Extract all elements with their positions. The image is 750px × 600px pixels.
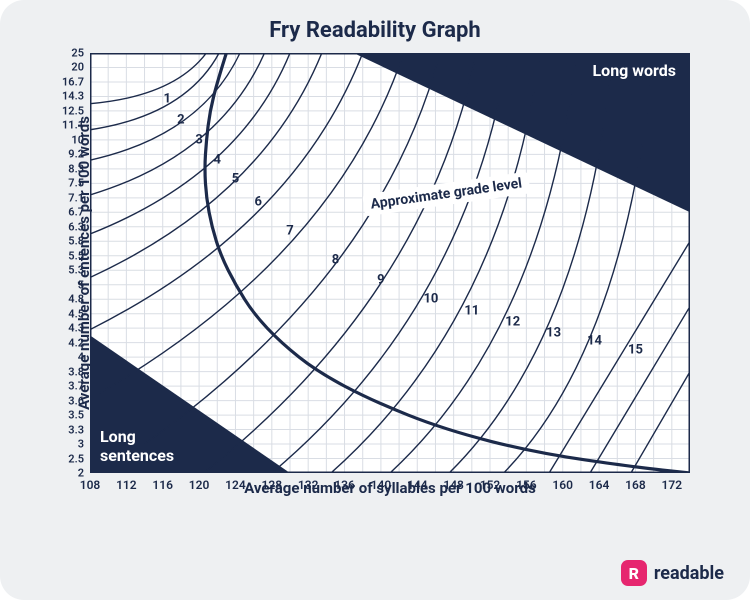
grade-label: 2: [177, 112, 184, 127]
logo-text: readable: [654, 563, 724, 584]
y-tick: 6.3: [68, 220, 90, 233]
x-tick: 128: [262, 473, 283, 492]
x-tick: 116: [152, 473, 173, 492]
y-tick: 20: [71, 61, 90, 74]
x-tick: 164: [589, 473, 610, 492]
y-tick: 8.3: [68, 162, 90, 175]
x-tick: 152: [480, 473, 501, 492]
chart-card: Fry Readability Graph Average number of …: [0, 0, 750, 600]
y-tick: 4.2: [68, 336, 90, 349]
y-tick: 3: [78, 438, 90, 451]
y-tick: 5: [78, 278, 90, 291]
y-tick: 14.3: [62, 90, 90, 103]
x-tick: 124: [225, 473, 246, 492]
y-tick: 9.2: [68, 148, 90, 161]
grade-label: 3: [195, 132, 202, 147]
grade-label: 14: [587, 334, 602, 349]
grade-label: 12: [505, 315, 520, 330]
x-tick: 136: [334, 473, 355, 492]
x-tick: 172: [662, 473, 683, 492]
y-tick: 5.5: [68, 249, 90, 262]
grade-label: 9: [377, 273, 384, 288]
y-tick: 10: [71, 133, 90, 146]
y-tick: 2.5: [68, 452, 90, 465]
grade-label: 5: [232, 172, 239, 187]
y-tick: 16.7: [62, 75, 90, 88]
y-tick: 3.6: [68, 394, 90, 407]
grade-label: 10: [423, 292, 438, 307]
y-tick: 5.3: [68, 264, 90, 277]
grade-label: 6: [254, 195, 261, 210]
brand-logo: R readable: [621, 560, 724, 586]
x-tick: 120: [189, 473, 210, 492]
y-tick: 12.5: [62, 104, 90, 117]
grade-label: 1: [164, 92, 171, 107]
y-tick: 3.3: [68, 423, 90, 436]
chart-title: Fry Readability Graph: [20, 18, 730, 43]
plot-area: Average number of entences per 100 words…: [90, 53, 690, 473]
x-tick: 144: [407, 473, 428, 492]
grade-label: 8: [332, 253, 339, 268]
y-tick: 4.8: [68, 293, 90, 306]
x-tick: 168: [625, 473, 646, 492]
y-tick: 25: [71, 47, 90, 60]
label-layer: 123456789101112131415Approximate grade l…: [90, 53, 690, 473]
y-tick: 6.7: [68, 206, 90, 219]
x-tick: 112: [116, 473, 137, 492]
x-tick: 156: [516, 473, 537, 492]
y-tick: 4.5: [68, 307, 90, 320]
grade-label: 11: [464, 303, 479, 318]
long-sentences-label: Long sentences: [100, 427, 210, 465]
y-tick: 2: [78, 467, 90, 480]
logo-badge: R: [621, 560, 647, 586]
grade-label: 4: [214, 153, 221, 168]
grade-label: 15: [628, 342, 643, 357]
y-tick: 3.5: [68, 409, 90, 422]
y-tick: 4: [78, 351, 90, 364]
y-tick: 7.1: [68, 191, 90, 204]
long-words-label: Long words: [593, 61, 677, 80]
y-tick: 4.3: [68, 322, 90, 335]
y-tick: 7.5: [68, 177, 90, 190]
grade-label: 13: [546, 325, 561, 340]
x-tick: 140: [371, 473, 392, 492]
y-tick: 3.8: [68, 365, 90, 378]
grade-label: 7: [286, 224, 293, 239]
x-tick: 148: [443, 473, 464, 492]
y-tick: 5.8: [68, 235, 90, 248]
approx-grade-label: Approximate grade level: [362, 172, 530, 217]
x-tick: 132: [298, 473, 319, 492]
y-tick: 11.1: [62, 119, 90, 132]
y-tick: 3.7: [68, 380, 90, 393]
x-tick: 160: [552, 473, 573, 492]
